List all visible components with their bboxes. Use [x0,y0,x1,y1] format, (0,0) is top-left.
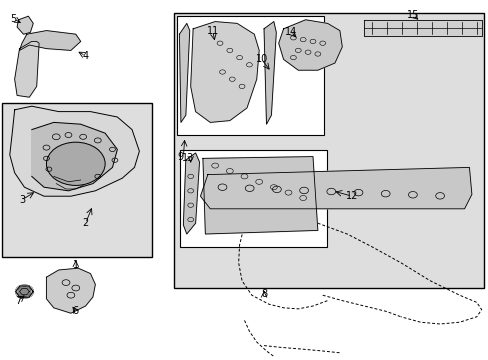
Polygon shape [264,22,276,124]
Text: 14: 14 [284,27,297,37]
Circle shape [16,285,33,298]
Text: 10: 10 [255,54,267,64]
Bar [177,16,323,135]
Text: 6: 6 [73,306,79,316]
Polygon shape [200,167,471,209]
Circle shape [46,142,105,185]
Polygon shape [46,268,95,313]
Bar [180,150,326,247]
Text: 15: 15 [406,10,419,20]
Polygon shape [190,22,259,122]
Polygon shape [32,122,117,191]
Text: 11: 11 [206,26,219,36]
Text: 4: 4 [82,51,88,61]
Bar [2,103,151,257]
Polygon shape [183,153,199,234]
Text: 8: 8 [261,289,266,300]
Circle shape [19,287,30,296]
Text: 2: 2 [82,218,88,228]
Bar [173,13,483,288]
Text: 5: 5 [11,14,17,24]
Polygon shape [278,20,342,70]
Circle shape [19,287,30,296]
Polygon shape [15,41,39,97]
Text: 7: 7 [16,296,21,306]
Text: 1: 1 [73,260,79,270]
Text: 3: 3 [19,195,25,205]
Polygon shape [10,106,139,196]
Polygon shape [179,23,189,122]
Polygon shape [203,157,317,234]
Text: 9: 9 [178,152,183,162]
Polygon shape [17,16,33,34]
Text: 12: 12 [345,191,358,201]
Polygon shape [364,20,481,36]
Circle shape [16,285,33,298]
Text: 13: 13 [182,153,194,163]
Polygon shape [20,31,81,50]
